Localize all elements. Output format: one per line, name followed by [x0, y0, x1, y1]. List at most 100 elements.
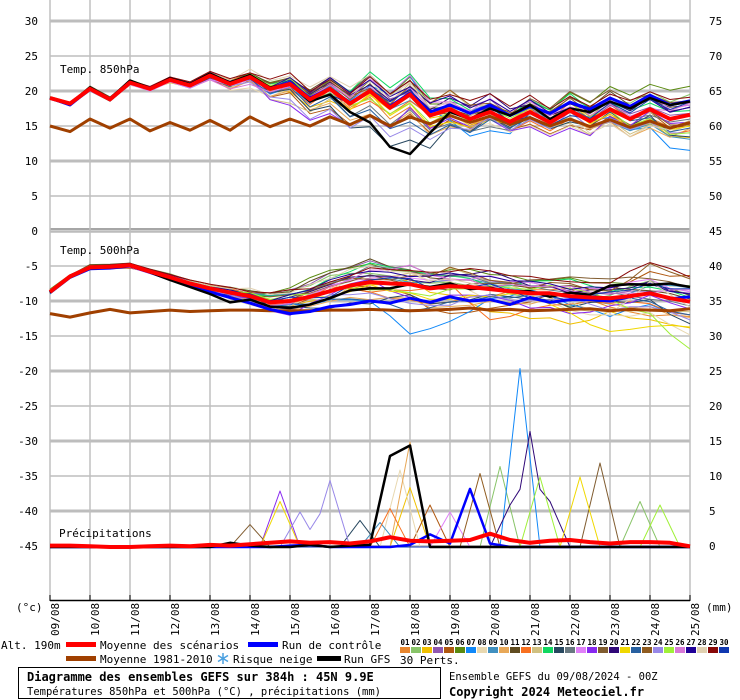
- pert-swatch: [653, 647, 663, 653]
- x-tick-label: 13/08: [209, 603, 222, 636]
- pert-id-label: 21: [620, 638, 630, 647]
- pert-swatch: [532, 647, 542, 653]
- pert-id-label: 07: [466, 638, 475, 647]
- left-tick-label: 15: [25, 120, 38, 133]
- pert-swatch: [675, 647, 685, 653]
- pert-id-label: 10: [499, 638, 509, 647]
- pert-swatch: [609, 647, 619, 653]
- legend-gfs-swatch: [317, 656, 341, 661]
- pert-id-label: 29: [708, 638, 718, 647]
- right-tick-label: 40: [709, 260, 722, 273]
- pert-id-label: 28: [697, 638, 707, 647]
- chart-subtitle: Températures 850hPa et 500hPa (°C) , pré…: [27, 686, 381, 698]
- pert-swatch: [642, 647, 652, 653]
- x-tick-label: 14/08: [249, 603, 262, 636]
- pert-swatch: [719, 647, 729, 653]
- snowflake-icon: [217, 653, 229, 664]
- x-tick-label: 16/08: [329, 603, 342, 636]
- pert-swatch: [631, 647, 641, 653]
- title-box: [18, 667, 441, 699]
- pert-swatch: [708, 647, 718, 653]
- pert-id-label: 23: [642, 638, 652, 647]
- right-tick-label: 0: [709, 540, 716, 553]
- pert-swatch: [488, 647, 498, 653]
- legend-climatology-label: Moyenne 1981-2010: [100, 653, 213, 666]
- left-tick-label: 25: [25, 50, 38, 63]
- pert-id-label: 02: [411, 638, 420, 647]
- right-tick-label: 55: [709, 155, 722, 168]
- right-unit: (mm): [706, 601, 733, 614]
- pert-swatch: [400, 647, 410, 653]
- x-tick-label: 19/08: [449, 603, 462, 636]
- right-tick-label: 50: [709, 190, 722, 203]
- legend-control-label: Run de contrôle: [282, 639, 381, 652]
- x-tick-label: 18/08: [409, 603, 422, 636]
- x-tick-label: 25/08: [689, 603, 702, 636]
- left-tick-label: 0: [31, 225, 38, 238]
- pert-swatch: [587, 647, 597, 653]
- panel-label-850: Temp. 850hPa: [60, 63, 139, 76]
- pert-id-label: 05: [444, 638, 453, 647]
- legend-mean-label: Moyenne des scénarios: [100, 639, 239, 652]
- pert-swatch: [620, 647, 630, 653]
- pert-id-label: 24: [653, 638, 663, 647]
- x-tick-label: 09/08: [49, 603, 62, 636]
- pert-id-label: 14: [543, 638, 553, 647]
- chart-title: Diagramme des ensembles GEFS sur 384h : …: [27, 670, 374, 684]
- pert-id-label: 16: [565, 638, 575, 647]
- pert-swatch: [510, 647, 520, 653]
- pert-swatch: [411, 647, 421, 653]
- left-tick-label: -45: [18, 540, 38, 553]
- pert-swatch: [686, 647, 696, 653]
- precip-mean-line: [50, 531, 691, 549]
- right-tick-label: 10: [709, 470, 722, 483]
- pert-id-label: 04: [433, 638, 443, 647]
- pert-id-label: 19: [598, 638, 608, 647]
- pert-id-label: 26: [675, 638, 685, 647]
- legend-gfs-label: Run GFS: [344, 653, 390, 666]
- left-tick-label: 10: [25, 155, 38, 168]
- pert-id-label: 08: [477, 638, 487, 647]
- pert-id-label: 25: [664, 638, 673, 647]
- panel-label-500: Temp. 500hPa: [60, 244, 139, 257]
- left-tick-label: -30: [18, 435, 38, 448]
- pert-swatch: [444, 647, 454, 653]
- x-tick-label: 11/08: [129, 603, 142, 636]
- pert-swatch: [543, 647, 553, 653]
- pert-id-label: 15: [554, 638, 563, 647]
- x-tick-label: 10/08: [89, 603, 102, 636]
- right-tick-label: 5: [709, 505, 716, 518]
- pert-id-label: 03: [422, 638, 432, 647]
- t500-member-29: [49, 262, 691, 294]
- legend-snow-label: Risque neige: [233, 653, 312, 666]
- right-tick-label: 20: [709, 400, 722, 413]
- pert-id-label: 09: [488, 638, 498, 647]
- left-tick-label: -10: [18, 295, 38, 308]
- t500-climatology-line: [49, 306, 691, 319]
- x-tick-label: 22/08: [569, 603, 582, 636]
- pert-swatch: [697, 647, 707, 653]
- series-layer: [48, 68, 691, 549]
- pert-id-label: 13: [532, 638, 542, 647]
- pert-swatch: [521, 647, 531, 653]
- t850-mean-line: [49, 73, 691, 125]
- right-tick-label: 30: [709, 330, 722, 343]
- left-tick-label: -5: [25, 260, 38, 273]
- x-tick-label: 17/08: [369, 603, 382, 636]
- pert-swatch: [433, 647, 443, 653]
- perts-swatches: 01 02 03 04 05 06 07 08 09 10 11 12 13 14 15 16 17 18 19 20…: [400, 638, 729, 653]
- x-tick-label: 12/08: [169, 603, 182, 636]
- pert-id-label: 18: [587, 638, 597, 647]
- t850-climatology-line: [49, 114, 691, 134]
- left-unit: (°c): [16, 601, 43, 614]
- x-tick-label: 24/08: [649, 603, 662, 636]
- pert-id-label: 11: [510, 638, 520, 647]
- pert-id-label: 30: [719, 638, 729, 647]
- left-tick-label: -25: [18, 400, 38, 413]
- pert-swatch: [598, 647, 608, 653]
- left-tick-label: -20: [18, 365, 38, 378]
- right-tick-label: 65: [709, 85, 722, 98]
- x-tick-label: 20/08: [489, 603, 502, 636]
- right-tick-label: 75: [709, 15, 722, 28]
